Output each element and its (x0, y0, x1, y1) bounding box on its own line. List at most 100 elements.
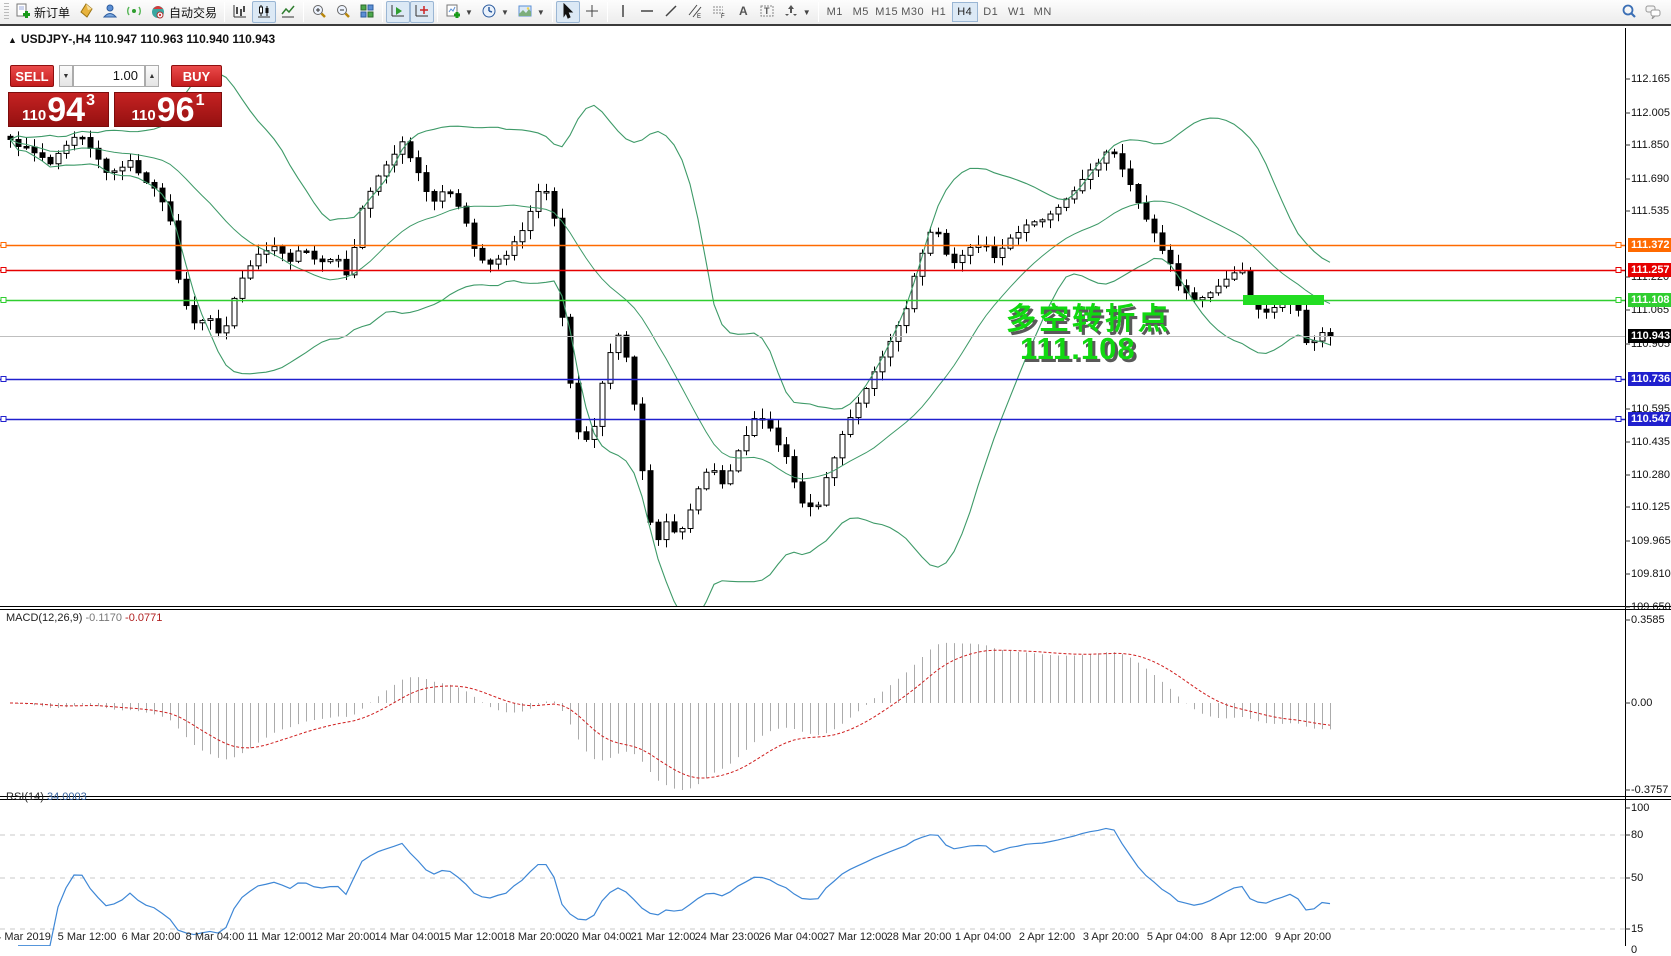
price-axis[interactable]: 112.165 112.005 111.850 111.690 111.535 111.2… (1626, 28, 1671, 956)
rsi-tick-label: 50 (1631, 872, 1644, 884)
candlestick-chart-button[interactable] (252, 1, 277, 23)
profiles-button[interactable]: ▼ (477, 1, 513, 23)
horizontal-line-button[interactable] (635, 1, 659, 23)
clock-icon (481, 3, 497, 22)
chart-window[interactable]: ▲ USDJPY-,H4 110.947 110.963 110.940 110.… (0, 28, 1671, 956)
annotation-turning-point-text[interactable]: 多空转折点 (1006, 303, 1171, 336)
cursor-button[interactable] (555, 1, 580, 23)
sell-price-big: 94 (47, 91, 86, 129)
macd-value-signal: -0.0771 (125, 612, 163, 624)
svg-text:T: T (764, 6, 770, 16)
timeframe-m5-button[interactable]: M5 (852, 6, 869, 18)
styler-button[interactable] (74, 1, 98, 23)
vertical-line-button[interactable] (611, 1, 635, 23)
channel-button[interactable]: E (683, 1, 707, 23)
timeframe-mn-button[interactable]: MN (1033, 6, 1052, 18)
volume-input[interactable]: 1.00 (73, 65, 145, 87)
collapse-triangle-icon[interactable]: ▲ (8, 35, 17, 45)
zoom-out-button[interactable] (331, 1, 355, 23)
new-chart-button[interactable]: ▼ (441, 1, 477, 23)
time-tick-label: 2 Apr 12:00 (1018, 931, 1076, 943)
svg-text:A: A (739, 4, 748, 18)
chart-canvas[interactable] (0, 28, 1671, 946)
templates-button[interactable]: ▼ (513, 1, 549, 23)
chart-shift-icon (414, 3, 430, 22)
fibonacci-icon: F (711, 3, 727, 22)
svg-text:F: F (721, 14, 725, 19)
toolbar-grip[interactable] (4, 3, 9, 21)
auto-scroll-button[interactable] (386, 1, 411, 23)
volume-decrease-button[interactable]: ▼ (59, 65, 73, 87)
time-tick-label: 27 Mar 12:00 (822, 931, 888, 943)
price-tick-label: 112.165 (1631, 73, 1670, 85)
community-button[interactable] (98, 1, 122, 23)
chart-shift-button[interactable] (410, 1, 435, 23)
new-order-button[interactable]: 新订单 (11, 1, 74, 23)
sell-price-panel[interactable]: 110 94 3 (8, 92, 109, 127)
price-level-label: 111.108 (1628, 293, 1671, 307)
price-tick-label: 111.535 (1631, 205, 1670, 217)
buy-price-panel[interactable]: 110 96 1 (114, 92, 222, 127)
rsi-tick-label: 15 (1631, 923, 1644, 935)
price-tick-label: 112.005 (1631, 107, 1670, 119)
time-tick-label: 21 Mar 12:00 (630, 931, 696, 943)
template-icon (517, 3, 533, 22)
time-tick-label: 8 Apr 12:00 (1210, 931, 1268, 943)
buy-price-big: 96 (156, 91, 195, 129)
time-tick-label: 14 Mar 04:00 (374, 931, 440, 943)
line-chart-button[interactable] (276, 1, 300, 23)
signals-button[interactable] (122, 1, 146, 23)
time-tick-label: 26 Mar 04:00 (758, 931, 824, 943)
search-button[interactable] (1617, 1, 1641, 23)
sell-button[interactable]: SELL (10, 65, 54, 87)
new-order-icon (15, 3, 31, 22)
auto-trading-button[interactable]: 自动交易 (146, 1, 221, 23)
crosshair-button[interactable] (580, 1, 604, 23)
chart-bar-icon (232, 3, 248, 22)
fibonacci-button[interactable]: F (707, 1, 731, 23)
label-button[interactable]: T (755, 1, 779, 23)
toolbar-separator (437, 2, 439, 22)
timeframe-h1-button[interactable]: H1 (931, 6, 947, 18)
tile-icon (359, 3, 375, 22)
rsi-tick-label: 80 (1631, 829, 1644, 841)
toolbar-separator (606, 2, 608, 22)
macd-tick-label: 0.00 (1631, 697, 1653, 709)
timeframe-d1-button[interactable]: D1 (983, 6, 999, 18)
toolbar-separator (224, 2, 226, 22)
sell-price-pip: 3 (86, 92, 95, 109)
trendline-button[interactable] (659, 1, 683, 23)
rsi-value: 34.0003 (46, 791, 87, 803)
current-price-label: 110.943 (1628, 329, 1671, 343)
buy-price-pip: 1 (195, 92, 205, 109)
time-tick-label: 18 Mar 20:00 (502, 931, 568, 943)
macd-label: MACD(12,26,9) -0.1170 -0.0771 (6, 612, 163, 624)
chat-button[interactable] (1641, 1, 1665, 23)
volume-increase-button[interactable]: ▲ (145, 65, 159, 87)
timeframe-m30-button[interactable]: M30 (901, 6, 925, 18)
chevron-down-icon: ▼ (465, 7, 473, 17)
autotrade-icon (150, 3, 166, 22)
chevron-down-icon: ▼ (802, 7, 811, 17)
timeframe-w1-button[interactable]: W1 (1007, 6, 1026, 18)
annotation-price-text[interactable]: 111.108 (1020, 331, 1136, 366)
price-tick-label: 109.810 (1631, 568, 1671, 580)
chevron-down-icon: ▼ (536, 7, 545, 17)
time-tick-label: 4 Mar 2019 (0, 931, 51, 943)
buy-button[interactable]: BUY (171, 65, 222, 87)
timeframe-m1-button[interactable]: M1 (826, 6, 843, 18)
v-line-icon (615, 3, 631, 22)
tile-windows-button[interactable] (355, 1, 379, 23)
shapes-button[interactable]: ▼ (779, 1, 815, 23)
profile-icon (102, 3, 118, 22)
chart-line-icon (280, 3, 296, 22)
timeframe-h4-button[interactable]: H4 (951, 2, 978, 22)
bar-chart-button[interactable] (228, 1, 252, 23)
timeframe-m15-button[interactable]: M15 (875, 6, 899, 18)
text-button[interactable]: A (731, 1, 755, 23)
zoom-in-button[interactable] (307, 1, 331, 23)
zoom-out-icon (335, 3, 351, 22)
price-tick-label: 110.125 (1631, 501, 1670, 513)
trend-line-icon (663, 3, 679, 22)
time-tick-label: 6 Mar 20:00 (121, 931, 181, 943)
